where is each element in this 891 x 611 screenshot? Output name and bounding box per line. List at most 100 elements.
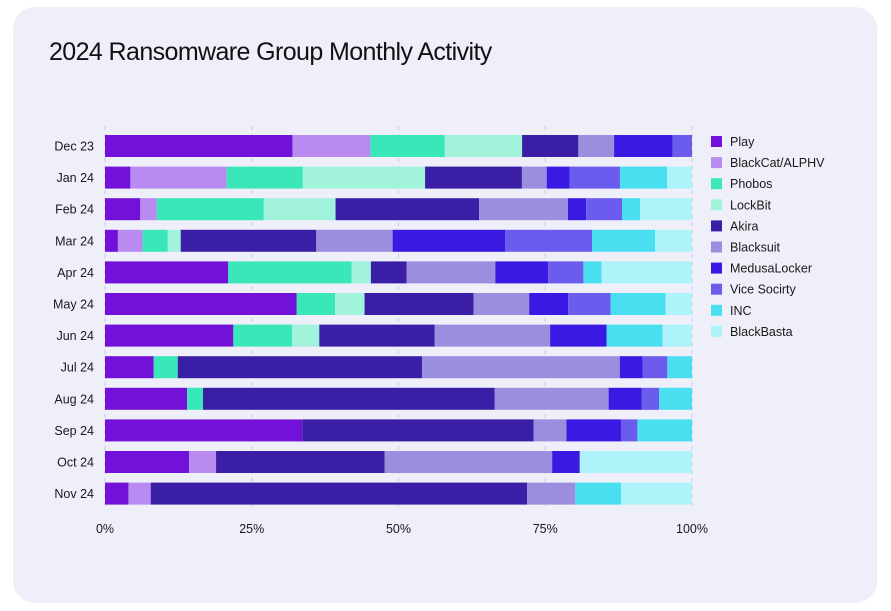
bar-segment-blacksuit [521,166,547,189]
bar-segment-blackbasta [621,482,692,505]
bar-segment-akira [425,166,522,189]
bar-segment-medusalocker [552,451,580,473]
bar-segment-akira [522,135,579,157]
bar-segment-akira [216,451,385,473]
bar-segment-lockbit [292,324,320,347]
bar-segment-inc [610,293,666,315]
bar-segment-play [105,261,229,284]
bar-segment-play [105,166,131,189]
bar-segment-medusalocker [495,261,549,284]
chart-title: 2024 Ransomware Group Monthly Activity [49,38,492,66]
legend-swatch [711,199,722,211]
bar-segment-blacksuit [533,419,567,442]
legend-label: Vice Socirty [730,283,797,297]
bar-segment-vice-socirty [672,135,692,157]
y-tick-label: Jan 24 [56,171,94,185]
y-tick-label: May 24 [53,298,94,312]
bar-segment-play [105,229,118,252]
bar-segment-phobos [156,198,264,221]
y-tick-label: Aug 24 [54,392,94,406]
bar-segment-play [105,451,190,473]
bar-segment-blacksuit [578,135,615,157]
bar-segment-blacksuit [406,261,496,284]
bar-segment-blacksuit [527,482,576,505]
bar-segment-phobos [142,229,168,252]
legend-label: MedusaLocker [730,262,812,276]
legend-label: BlackCat/ALPHV [730,156,825,170]
bar-segment-blackcat-alphv [117,229,143,252]
x-tick-label: 0% [96,522,114,536]
bar-segment-inc [659,387,692,410]
bar-segment-play [105,387,188,410]
bar-segment-play [105,135,293,157]
bar-segment-blackbasta [579,451,692,473]
bar-segment-akira [302,419,534,442]
bar-segment-blackbasta [655,229,692,252]
bar-segment-blackbasta [665,293,692,315]
legend-label: Akira [730,219,759,233]
bar-segment-play [105,419,303,442]
bar-segment-blackbasta [640,198,692,221]
bar-segment-lockbit [444,135,523,157]
bar-segment-play [105,356,154,379]
bar-segment-akira [364,293,474,315]
bar-segment-play [105,198,141,221]
y-tick-label: Dec 23 [54,140,94,154]
bar-segment-vice-socirty [569,166,620,189]
bar-segment-vice-socirty [505,229,593,252]
legend-label: LockBit [730,198,772,212]
legend-swatch [711,136,722,147]
bar-segment-medusalocker [392,229,506,252]
y-tick-label: Apr 24 [57,266,94,280]
bar-segment-medusalocker [546,166,570,189]
legend-swatch [711,262,722,274]
bar-segment-blackbasta [662,324,692,347]
bar-segment-blacksuit [434,324,551,347]
bar-segment-lockbit [167,229,181,252]
bar-segment-akira [370,261,407,284]
y-tick-label: Jul 24 [61,361,94,375]
bar-segment-blacksuit [384,451,553,473]
bar-segment-medusalocker [614,135,673,157]
bar-segment-blackcat-alphv [130,166,227,189]
bar-segment-vice-socirty [548,261,584,284]
bar-segment-play [105,293,297,315]
bar-segment-lockbit [335,293,365,315]
bar-segment-phobos [153,356,178,379]
bar-segment-play [105,324,234,347]
bar-segment-inc [637,419,692,442]
bar-segment-akira [177,356,422,379]
bar-segment-inc [667,356,692,379]
bar-segment-blackcat-alphv [292,135,371,157]
bar-segment-akira [203,387,495,410]
bar-segment-phobos [187,387,204,410]
bar-segment-medusalocker [619,356,643,379]
bar-segment-medusalocker [567,198,587,221]
legend-swatch [711,241,722,253]
bar-segment-vice-socirty [641,387,660,410]
legend-swatch [711,304,722,316]
legend-label: BlackBasta [730,325,793,339]
x-tick-label: 25% [239,522,264,536]
bar-segment-vice-socirty [568,293,611,315]
bar-segment-akira [319,324,435,347]
bar-segment-play [105,482,129,505]
bar-segment-akira [150,482,528,505]
bar-segment-inc [622,198,641,221]
bar-segment-inc [575,482,622,505]
bar-segment-blacksuit [479,198,568,221]
bar-segment-blacksuit [316,229,393,252]
bar-segment-phobos [370,135,445,157]
bar-segment-blacksuit [473,293,530,315]
bar-segment-akira [180,229,317,252]
y-tick-label: Oct 24 [57,456,94,470]
bar-segment-inc [606,324,663,347]
y-tick-label: Sep 24 [54,424,94,438]
bar-segment-phobos [226,166,303,189]
legend-label: INC [730,304,752,318]
bar-segment-vice-socirty [586,198,623,221]
legend-swatch [711,283,722,295]
legend-label: Blacksuit [730,241,781,255]
bar-segment-inc [619,166,668,189]
